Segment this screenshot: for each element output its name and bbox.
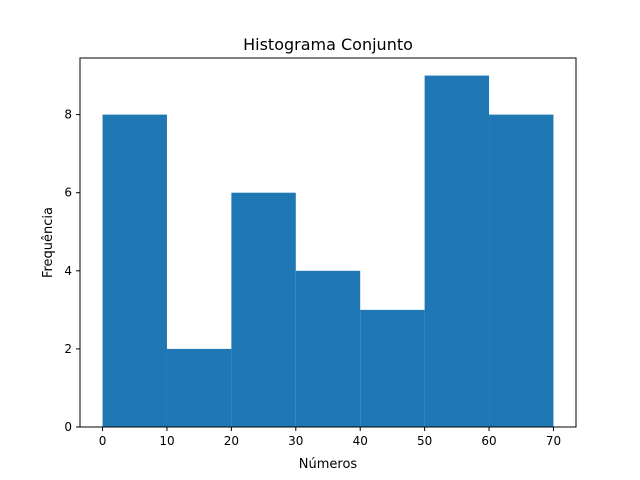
- histogram-bar-0: [102, 114, 167, 427]
- x-axis-label: Números: [299, 457, 358, 472]
- x-axis-ticks: 0 10 20 30 40 50 60 70: [99, 427, 561, 448]
- y-tick-label: 4: [64, 264, 72, 278]
- plot-frame: [79, 57, 577, 428]
- chart-title: Histograma Conjunto: [243, 35, 413, 54]
- histogram-bar-2: [231, 192, 296, 427]
- x-tick-label: 0: [99, 434, 107, 448]
- y-axis-ticks: 0 2 4 6 8: [64, 108, 80, 434]
- x-tick-label: 10: [159, 434, 174, 448]
- y-tick-label: 6: [64, 186, 72, 200]
- x-tick-label: 40: [353, 434, 368, 448]
- x-tick-label: 20: [224, 434, 239, 448]
- x-tick-label: 50: [417, 434, 432, 448]
- histogram-bar-6: [489, 114, 554, 427]
- histogram-bar-5: [424, 75, 490, 428]
- x-tick-label: 30: [288, 434, 303, 448]
- bars-group: [102, 75, 554, 428]
- x-tick-label: 60: [481, 434, 496, 448]
- y-tick-label: 8: [64, 108, 72, 122]
- y-tick-label: 0: [64, 420, 72, 434]
- histogram-bar-4: [360, 309, 425, 427]
- y-tick-label: 2: [64, 342, 72, 356]
- histogram-bar-3: [295, 270, 361, 427]
- histogram-bar-1: [166, 348, 232, 427]
- y-axis-label: Frequência: [41, 207, 56, 278]
- x-tick-label: 70: [546, 434, 561, 448]
